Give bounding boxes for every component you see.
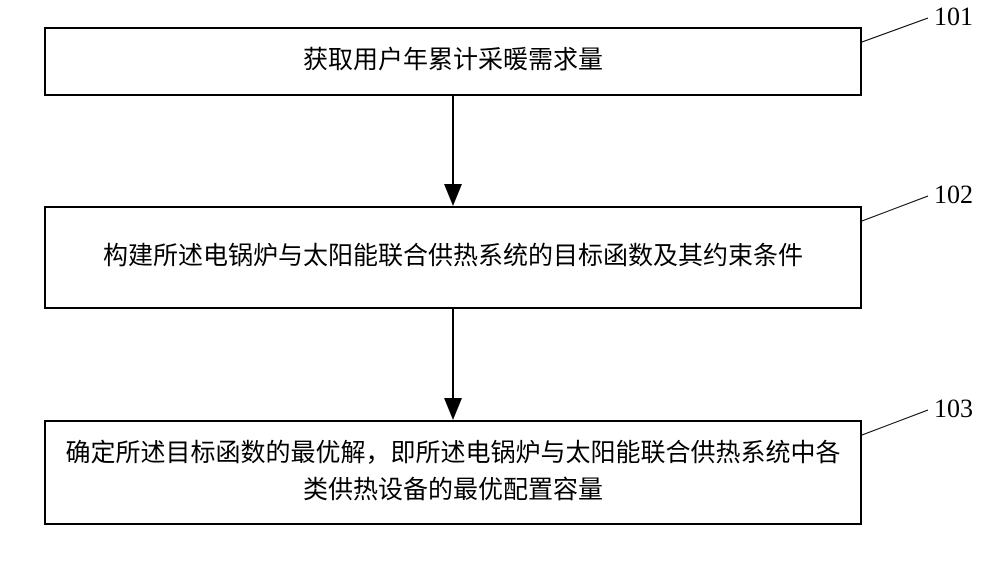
step-label-n3: 103 — [934, 394, 973, 424]
arrow-head-n2-n3 — [444, 398, 462, 420]
flow-step-text: 获取用户年累计采暖需求量 — [46, 43, 860, 79]
flowchart-canvas: 获取用户年累计采暖需求量 101 构建所述电锅炉与太阳能联合供热系统的目标函数及其约… — [0, 0, 1000, 587]
flow-step-n3: 确定所述目标函数的最优解，即所述电锅炉与太阳能联合供热系统中各类供热设备的最优配… — [44, 420, 862, 525]
arrow-n2-n3 — [452, 309, 454, 398]
step-label-n2: 102 — [934, 180, 973, 210]
flow-step-n2: 构建所述电锅炉与太阳能联合供热系统的目标函数及其约束条件 — [44, 206, 862, 309]
step-label-n1: 101 — [934, 2, 973, 32]
arrow-n1-n2 — [452, 96, 454, 184]
flow-step-text: 构建所述电锅炉与太阳能联合供热系统的目标函数及其约束条件 — [46, 239, 860, 275]
flow-step-n1: 获取用户年累计采暖需求量 — [44, 27, 862, 96]
flow-step-text: 确定所述目标函数的最优解，即所述电锅炉与太阳能联合供热系统中各类供热设备的最优配… — [46, 436, 860, 509]
arrow-head-n1-n2 — [444, 184, 462, 206]
